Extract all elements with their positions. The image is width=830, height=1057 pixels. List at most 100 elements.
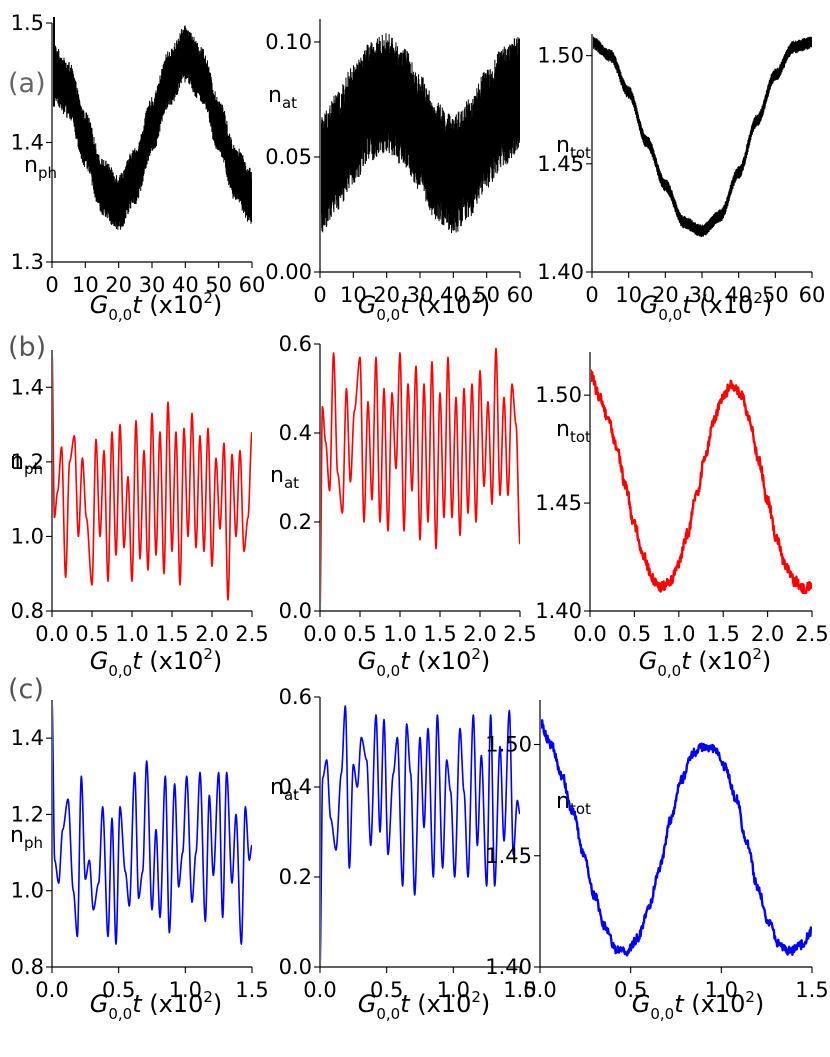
- panel-a2: 0 10 20 30 40 50 60 0.00 0.05 0.10 nat G0,0t (x102): [265, 19, 533, 324]
- series-line: [53, 704, 252, 945]
- x-tick-label: 10: [615, 283, 642, 307]
- y-tick-label: 0.10: [265, 30, 312, 54]
- y-tick-label: 1.45: [537, 152, 584, 176]
- x-axis-label: G0,0t (x102): [358, 645, 491, 680]
- series-line: [321, 347, 520, 605]
- y-tick-label: 1.40: [537, 260, 584, 284]
- row-label-c: (c): [8, 674, 44, 705]
- panel-a1: 0 10 20 30 40 50 60 1.3 1.4 1.5 nph G0,0t (x102): [11, 11, 266, 324]
- y-tick-label: 0.8: [11, 955, 44, 979]
- x-tick-label: 0.5: [618, 622, 651, 646]
- y-tick-label: 1.3: [11, 250, 44, 274]
- x-tick-label: 40: [172, 273, 199, 297]
- y-tick-label: 1.45: [485, 844, 532, 868]
- x-tick-label: 0.5: [75, 622, 108, 646]
- x-tick-label: 2.0: [463, 622, 496, 646]
- x-tick-label: 1.0: [705, 978, 738, 1002]
- panel-b2: 0.0 0.5 1.0 1.5 2.0 2.5 0.0 0.2 0.4 0.6 nat G0,0t (…: [270, 332, 537, 680]
- y-tick-label: 0.6: [279, 685, 312, 709]
- x-tick-label: 1.5: [155, 622, 188, 646]
- y-tick-label: 1.5: [11, 11, 44, 35]
- y-axis-label: nph: [24, 153, 57, 182]
- y-tick-label: 1.4: [11, 375, 44, 399]
- y-tick-label: 1.4: [11, 131, 44, 155]
- series-line: [53, 355, 252, 601]
- panel-b3: 0.0 0.5 1.0 1.5 2.0 2.5 1.40 1.45 1.50 ntot G0,0t …: [535, 352, 829, 680]
- x-axis-label: G0,0t (x102): [358, 988, 491, 1023]
- x-tick-label: 0.0: [523, 978, 556, 1002]
- x-tick-label: 0.0: [35, 622, 68, 646]
- y-tick-label: 1.2: [11, 450, 44, 474]
- x-tick-label: 0.0: [303, 622, 336, 646]
- x-tick-label: 1.5: [706, 622, 739, 646]
- x-tick-label: 20: [652, 283, 679, 307]
- x-tick-label: 2.5: [503, 622, 536, 646]
- x-tick-label: 0.0: [303, 978, 336, 1002]
- series-line: [591, 369, 812, 595]
- x-axis-label: G0,0t (x102): [358, 289, 491, 324]
- x-tick-label: 30: [139, 273, 166, 297]
- series-line: [593, 36, 812, 238]
- x-tick-label: 30: [407, 283, 434, 307]
- x-tick-label: 1.5: [235, 978, 268, 1002]
- x-axis-label: G0,0t (x102): [639, 645, 772, 680]
- x-tick-label: 50: [762, 283, 789, 307]
- y-axis-label: ntot: [556, 133, 591, 162]
- panel-c1: 0.0 0.5 1.0 1.5 0.8 1.0 1.2 1.4 nph G0,0t (x102): [10, 700, 269, 1023]
- y-axis-label: nph: [10, 449, 43, 478]
- x-tick-label: 40: [725, 283, 752, 307]
- x-tick-label: 60: [507, 283, 534, 307]
- x-tick-label: 1.0: [383, 622, 416, 646]
- y-axis-label: nat: [268, 83, 297, 112]
- y-tick-label: 1.50: [485, 733, 532, 757]
- y-axis-label: nph: [10, 823, 43, 852]
- row-label-b: (b): [8, 332, 46, 363]
- x-tick-label: 1.5: [503, 978, 536, 1002]
- x-tick-label: 2.0: [195, 622, 228, 646]
- x-tick-label: 0: [313, 283, 326, 307]
- x-tick-label: 0.5: [370, 978, 403, 1002]
- x-axis-label: G0,0t (x102): [90, 988, 223, 1023]
- x-tick-label: 1.0: [437, 978, 470, 1002]
- panel-a3: 0 10 20 30 40 50 60 1.40 1.45 1.50 ntot G0,0t (x102…: [537, 34, 825, 324]
- panel-b1: 0.0 0.5 1.0 1.5 2.0 2.5 0.8 1.0 1.2 1.4 nph G0,0t (…: [10, 350, 269, 680]
- y-axis-label: nat: [270, 463, 299, 492]
- y-tick-label: 0.0: [279, 599, 312, 623]
- y-tick-label: 1.0: [11, 879, 44, 903]
- y-tick-label: 1.4: [11, 726, 44, 750]
- y-axis-label: nat: [270, 775, 299, 804]
- y-tick-label: 0.4: [279, 421, 312, 445]
- x-tick-label: 0.0: [35, 978, 68, 1002]
- y-tick-label: 0.6: [279, 332, 312, 356]
- x-tick-label: 2.5: [235, 622, 268, 646]
- series-line: [53, 25, 252, 230]
- x-tick-label: 40: [440, 283, 467, 307]
- y-tick-label: 1.2: [11, 802, 44, 826]
- y-tick-label: 1.50: [535, 383, 582, 407]
- y-tick-label: 0.8: [11, 599, 44, 623]
- x-tick-label: 1.0: [662, 622, 695, 646]
- y-axis-label: ntot: [556, 417, 591, 446]
- x-tick-label: 20: [373, 283, 400, 307]
- y-tick-label: 1.40: [485, 955, 532, 979]
- x-tick-label: 60: [239, 273, 266, 297]
- series-line: [541, 719, 812, 957]
- x-tick-label: 1.5: [423, 622, 456, 646]
- y-tick-label: 0.4: [279, 775, 312, 799]
- x-tick-label: 0.5: [102, 978, 135, 1002]
- y-tick-label: 1.0: [11, 524, 44, 548]
- y-tick-label: 0.2: [279, 510, 312, 534]
- x-tick-label: 1.0: [115, 622, 148, 646]
- y-tick-label: 0.0: [279, 955, 312, 979]
- y-tick-label: 0.05: [265, 145, 312, 169]
- x-axis-label: G0,0t (x102): [90, 645, 223, 680]
- x-tick-label: 1.0: [169, 978, 202, 1002]
- x-tick-label: 2.0: [751, 622, 784, 646]
- x-tick-label: 0.5: [343, 622, 376, 646]
- x-tick-label: 50: [205, 273, 232, 297]
- x-axis-label: G0,0t (x102): [640, 289, 773, 324]
- y-tick-label: 0.00: [265, 260, 312, 284]
- x-tick-label: 60: [799, 283, 826, 307]
- x-tick-label: 2.5: [795, 622, 828, 646]
